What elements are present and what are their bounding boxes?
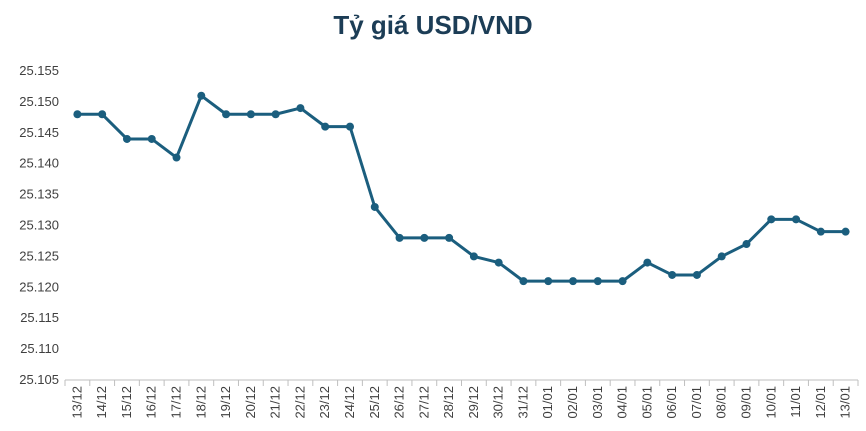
x-tick-label: 05/01 — [639, 386, 654, 419]
data-point — [593, 277, 602, 286]
data-point — [618, 277, 627, 286]
x-tick-label: 27/12 — [416, 386, 431, 419]
series-line — [77, 94, 846, 283]
data-point — [222, 110, 231, 119]
x-tick-label: 16/12 — [144, 386, 159, 419]
chart-title: Tỷ giá USD/VND — [333, 10, 533, 40]
x-tick-label: 15/12 — [119, 386, 134, 419]
y-tick-label: 25.140 — [19, 156, 59, 171]
y-tick-label: 25.145 — [19, 125, 59, 140]
x-tick-label: 23/12 — [317, 386, 332, 419]
data-point — [246, 110, 255, 119]
x-tick-label: 06/01 — [664, 386, 679, 419]
data-point — [668, 270, 677, 279]
y-tick-label: 25.150 — [19, 94, 59, 109]
x-tick-label: 13/12 — [69, 386, 84, 419]
x-tick-label: 18/12 — [193, 386, 208, 419]
x-tick-label: 24/12 — [342, 386, 357, 419]
data-point — [73, 110, 82, 119]
data-point — [816, 227, 825, 236]
x-tick-label: 02/01 — [565, 386, 580, 419]
data-point — [395, 233, 404, 242]
data-point — [792, 215, 801, 224]
x-tick-label: 25/12 — [367, 386, 382, 419]
x-tick-label: 26/12 — [392, 386, 407, 419]
x-tick-label: 17/12 — [169, 386, 184, 419]
data-point — [172, 153, 181, 162]
data-point — [197, 91, 206, 100]
x-tick-label: 13/01 — [838, 386, 853, 419]
x-tick-label: 28/12 — [441, 386, 456, 419]
y-tick-label: 25.135 — [19, 187, 59, 202]
y-tick-label: 25.130 — [19, 218, 59, 233]
x-tick-label: 22/12 — [292, 386, 307, 419]
x-tick-label: 20/12 — [243, 386, 258, 419]
data-point — [122, 134, 131, 143]
x-tick-label: 14/12 — [94, 386, 109, 419]
data-point — [370, 202, 379, 211]
x-tick-label: 10/01 — [763, 386, 778, 419]
data-point — [345, 122, 354, 131]
x-tick-label: 03/01 — [590, 386, 605, 419]
x-tick-label: 29/12 — [466, 386, 481, 419]
data-point — [717, 252, 726, 261]
x-tick-label: 21/12 — [268, 386, 283, 419]
x-tick-label: 09/01 — [738, 386, 753, 419]
y-tick-label: 25.155 — [19, 63, 59, 78]
y-tick-label: 25.125 — [19, 248, 59, 263]
data-point — [742, 240, 751, 249]
x-tick-label: 31/12 — [515, 386, 530, 419]
data-point — [445, 233, 454, 242]
data-point — [147, 134, 156, 143]
x-tick-label: 04/01 — [615, 386, 630, 419]
data-point — [519, 277, 528, 286]
data-point — [98, 110, 107, 119]
data-point — [643, 258, 652, 267]
x-tick-label: 01/01 — [540, 386, 555, 419]
x-tick-label: 30/12 — [491, 386, 506, 419]
x-tick-label: 08/01 — [714, 386, 729, 419]
x-tick-label: 07/01 — [689, 386, 704, 419]
data-point — [692, 270, 701, 279]
data-point — [569, 277, 578, 286]
data-point — [841, 227, 850, 236]
y-tick-label: 25.110 — [20, 341, 59, 356]
data-point — [469, 252, 478, 261]
x-tick-label: 19/12 — [218, 386, 233, 419]
data-point — [321, 122, 330, 131]
y-tick-label: 25.120 — [19, 279, 59, 294]
y-tick-label: 25.105 — [19, 372, 59, 387]
data-point — [420, 233, 429, 242]
x-tick-label: 12/01 — [813, 386, 828, 419]
data-point — [296, 104, 305, 113]
data-point — [494, 258, 503, 267]
data-point — [767, 215, 776, 224]
data-point — [544, 277, 553, 286]
y-tick-label: 25.115 — [20, 310, 59, 325]
x-tick-label: 11/01 — [788, 386, 803, 418]
data-point — [271, 110, 280, 119]
